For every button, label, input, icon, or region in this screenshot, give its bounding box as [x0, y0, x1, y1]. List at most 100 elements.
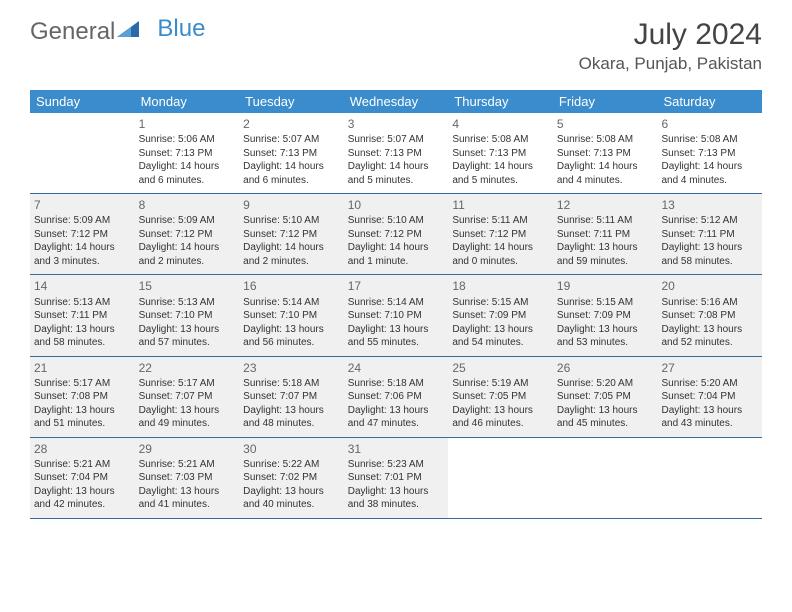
day-number: 29	[139, 441, 236, 457]
day-number: 18	[452, 278, 549, 294]
sunrise-text: Sunrise: 5:17 AM	[139, 377, 236, 391]
day-header-sunday: Sunday	[30, 90, 135, 113]
sunset-text: Sunset: 7:11 PM	[557, 228, 654, 242]
sunrise-text: Sunrise: 5:14 AM	[243, 296, 340, 310]
daylight-text: Daylight: 14 hours and 0 minutes.	[452, 241, 549, 268]
sunrise-text: Sunrise: 5:15 AM	[452, 296, 549, 310]
day-cell: 23Sunrise: 5:18 AMSunset: 7:07 PMDayligh…	[239, 357, 344, 437]
sunrise-text: Sunrise: 5:07 AM	[348, 133, 445, 147]
day-cell: 15Sunrise: 5:13 AMSunset: 7:10 PMDayligh…	[135, 275, 240, 355]
day-number: 10	[348, 197, 445, 213]
sunrise-text: Sunrise: 5:11 AM	[557, 214, 654, 228]
title-block: July 2024 Okara, Punjab, Pakistan	[579, 18, 762, 74]
sunset-text: Sunset: 7:07 PM	[139, 390, 236, 404]
sunset-text: Sunset: 7:12 PM	[34, 228, 131, 242]
day-header-thursday: Thursday	[448, 90, 553, 113]
sunrise-text: Sunrise: 5:21 AM	[139, 458, 236, 472]
day-header-monday: Monday	[135, 90, 240, 113]
day-cell: 28Sunrise: 5:21 AMSunset: 7:04 PMDayligh…	[30, 438, 135, 518]
daylight-text: Daylight: 13 hours and 38 minutes.	[348, 485, 445, 512]
day-cell: 12Sunrise: 5:11 AMSunset: 7:11 PMDayligh…	[553, 194, 658, 274]
sunrise-text: Sunrise: 5:16 AM	[661, 296, 758, 310]
sunrise-text: Sunrise: 5:18 AM	[243, 377, 340, 391]
logo-triangle-icon	[117, 16, 139, 44]
sunset-text: Sunset: 7:12 PM	[348, 228, 445, 242]
day-number: 30	[243, 441, 340, 457]
day-number: 13	[661, 197, 758, 213]
day-number: 6	[661, 116, 758, 132]
day-number: 19	[557, 278, 654, 294]
sunrise-text: Sunrise: 5:13 AM	[139, 296, 236, 310]
day-cell: 4Sunrise: 5:08 AMSunset: 7:13 PMDaylight…	[448, 113, 553, 193]
sunset-text: Sunset: 7:08 PM	[661, 309, 758, 323]
day-number: 23	[243, 360, 340, 376]
day-cell: 20Sunrise: 5:16 AMSunset: 7:08 PMDayligh…	[657, 275, 762, 355]
day-cell: 16Sunrise: 5:14 AMSunset: 7:10 PMDayligh…	[239, 275, 344, 355]
sunset-text: Sunset: 7:13 PM	[557, 147, 654, 161]
daylight-text: Daylight: 13 hours and 56 minutes.	[243, 323, 340, 350]
day-number: 15	[139, 278, 236, 294]
week-row: 1Sunrise: 5:06 AMSunset: 7:13 PMDaylight…	[30, 113, 762, 194]
sunset-text: Sunset: 7:10 PM	[348, 309, 445, 323]
day-header-wednesday: Wednesday	[344, 90, 449, 113]
sunrise-text: Sunrise: 5:22 AM	[243, 458, 340, 472]
day-number: 4	[452, 116, 549, 132]
sunset-text: Sunset: 7:13 PM	[452, 147, 549, 161]
sunset-text: Sunset: 7:04 PM	[34, 471, 131, 485]
sunset-text: Sunset: 7:10 PM	[139, 309, 236, 323]
sunset-text: Sunset: 7:13 PM	[139, 147, 236, 161]
sunrise-text: Sunrise: 5:10 AM	[348, 214, 445, 228]
daylight-text: Daylight: 13 hours and 53 minutes.	[557, 323, 654, 350]
day-cell	[448, 438, 553, 518]
day-number: 24	[348, 360, 445, 376]
sunrise-text: Sunrise: 5:15 AM	[557, 296, 654, 310]
day-number: 3	[348, 116, 445, 132]
daylight-text: Daylight: 13 hours and 47 minutes.	[348, 404, 445, 431]
day-number: 8	[139, 197, 236, 213]
daylight-text: Daylight: 13 hours and 42 minutes.	[34, 485, 131, 512]
sunrise-text: Sunrise: 5:18 AM	[348, 377, 445, 391]
daylight-text: Daylight: 14 hours and 2 minutes.	[243, 241, 340, 268]
day-cell: 13Sunrise: 5:12 AMSunset: 7:11 PMDayligh…	[657, 194, 762, 274]
day-header-saturday: Saturday	[657, 90, 762, 113]
sunrise-text: Sunrise: 5:07 AM	[243, 133, 340, 147]
day-cell	[553, 438, 658, 518]
sunrise-text: Sunrise: 5:20 AM	[661, 377, 758, 391]
sunset-text: Sunset: 7:11 PM	[34, 309, 131, 323]
sunset-text: Sunset: 7:13 PM	[243, 147, 340, 161]
day-number: 25	[452, 360, 549, 376]
day-number: 5	[557, 116, 654, 132]
sunset-text: Sunset: 7:08 PM	[34, 390, 131, 404]
day-cell: 5Sunrise: 5:08 AMSunset: 7:13 PMDaylight…	[553, 113, 658, 193]
day-number: 12	[557, 197, 654, 213]
day-cell: 9Sunrise: 5:10 AMSunset: 7:12 PMDaylight…	[239, 194, 344, 274]
daylight-text: Daylight: 14 hours and 5 minutes.	[452, 160, 549, 187]
daylight-text: Daylight: 14 hours and 5 minutes.	[348, 160, 445, 187]
daylight-text: Daylight: 14 hours and 2 minutes.	[139, 241, 236, 268]
daylight-text: Daylight: 13 hours and 55 minutes.	[348, 323, 445, 350]
logo: General Blue	[30, 18, 205, 46]
sunset-text: Sunset: 7:11 PM	[661, 228, 758, 242]
sunrise-text: Sunrise: 5:13 AM	[34, 296, 131, 310]
sunrise-text: Sunrise: 5:08 AM	[452, 133, 549, 147]
daylight-text: Daylight: 13 hours and 59 minutes.	[557, 241, 654, 268]
daylight-text: Daylight: 13 hours and 41 minutes.	[139, 485, 236, 512]
day-cell: 17Sunrise: 5:14 AMSunset: 7:10 PMDayligh…	[344, 275, 449, 355]
daylight-text: Daylight: 13 hours and 43 minutes.	[661, 404, 758, 431]
sunrise-text: Sunrise: 5:08 AM	[661, 133, 758, 147]
day-header-friday: Friday	[553, 90, 658, 113]
day-cell: 18Sunrise: 5:15 AMSunset: 7:09 PMDayligh…	[448, 275, 553, 355]
sunrise-text: Sunrise: 5:08 AM	[557, 133, 654, 147]
week-row: 21Sunrise: 5:17 AMSunset: 7:08 PMDayligh…	[30, 357, 762, 438]
day-cell: 10Sunrise: 5:10 AMSunset: 7:12 PMDayligh…	[344, 194, 449, 274]
sunset-text: Sunset: 7:05 PM	[557, 390, 654, 404]
sunset-text: Sunset: 7:05 PM	[452, 390, 549, 404]
day-number: 26	[557, 360, 654, 376]
sunset-text: Sunset: 7:13 PM	[348, 147, 445, 161]
day-cell: 25Sunrise: 5:19 AMSunset: 7:05 PMDayligh…	[448, 357, 553, 437]
day-number: 27	[661, 360, 758, 376]
header: General Blue July 2024 Okara, Punjab, Pa…	[0, 0, 792, 82]
daylight-text: Daylight: 14 hours and 3 minutes.	[34, 241, 131, 268]
day-cell: 24Sunrise: 5:18 AMSunset: 7:06 PMDayligh…	[344, 357, 449, 437]
day-cell: 31Sunrise: 5:23 AMSunset: 7:01 PMDayligh…	[344, 438, 449, 518]
